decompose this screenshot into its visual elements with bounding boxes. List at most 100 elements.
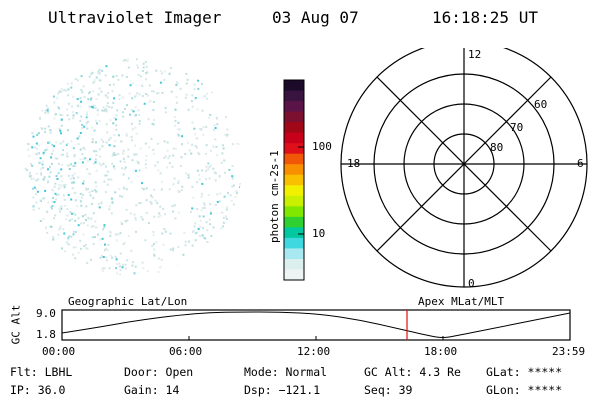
- uv-speckle: [75, 231, 77, 234]
- uv-speckle: [128, 92, 131, 95]
- uv-speckle: [141, 182, 143, 185]
- uv-speckle: [96, 113, 99, 116]
- uv-speckle: [67, 129, 70, 132]
- uv-speckle: [231, 175, 234, 178]
- uv-speckle: [101, 145, 104, 148]
- uv-speckle: [86, 160, 89, 163]
- uv-speckle: [182, 253, 185, 256]
- uv-speckle: [38, 207, 40, 210]
- uv-speckle: [112, 83, 115, 86]
- uv-speckle: [131, 264, 134, 267]
- uv-speckle: [177, 121, 180, 124]
- uv-speckle: [31, 132, 34, 135]
- uv-speckle: [28, 143, 31, 146]
- uv-speckle: [126, 259, 129, 262]
- uv-speckle: [85, 187, 88, 190]
- uv-speckle: [97, 93, 100, 96]
- uv-speckle: [97, 233, 99, 236]
- uv-speckle: [134, 219, 137, 221]
- uv-speckle: [150, 194, 153, 197]
- uv-speckle: [156, 202, 159, 205]
- uv-speckle: [138, 122, 141, 125]
- uv-speckle: [198, 153, 201, 156]
- uv-speckle: [198, 234, 201, 237]
- uv-speckle: [163, 70, 166, 73]
- uv-speckle: [135, 58, 138, 61]
- uv-speckle: [196, 108, 199, 111]
- uv-speckle: [44, 127, 47, 130]
- uv-speckle: [80, 247, 83, 250]
- uv-speckle: [76, 98, 79, 101]
- uv-speckle: [122, 263, 125, 266]
- uv-speckle: [108, 84, 111, 86]
- uv-speckle: [125, 188, 128, 191]
- uv-speckle: [125, 267, 127, 270]
- uv-speckle: [212, 226, 215, 229]
- uv-speckle: [184, 96, 187, 99]
- uv-speckle: [203, 204, 206, 207]
- uv-speckle: [133, 153, 136, 156]
- uv-speckle: [195, 137, 198, 140]
- uv-speckle: [137, 73, 140, 76]
- uv-speckle: [113, 134, 116, 136]
- uv-speckle: [105, 108, 108, 111]
- uv-speckle: [226, 135, 229, 138]
- uv-speckle: [95, 190, 98, 193]
- uv-speckle: [48, 175, 51, 178]
- uv-speckle: [122, 275, 125, 276]
- uv-speckle: [97, 72, 100, 75]
- uv-speckle: [122, 243, 125, 245]
- uv-speckle: [112, 101, 115, 104]
- colorbar-segment: [284, 101, 304, 113]
- uv-speckle: [63, 198, 66, 201]
- uv-speckle: [90, 105, 93, 108]
- uv-speckle: [219, 192, 222, 195]
- uv-speckle: [71, 181, 74, 184]
- uv-speckle: [47, 168, 49, 171]
- uv-speckle: [59, 225, 62, 228]
- uv-speckle: [35, 193, 38, 196]
- uv-speckle: [113, 152, 116, 155]
- uv-speckle: [129, 212, 132, 215]
- uv-speckle: [104, 94, 107, 97]
- uv-speckle: [57, 187, 60, 190]
- uv-speckle: [218, 176, 221, 179]
- status-ip: IP: 36.0: [10, 383, 66, 397]
- lat-label-80: 80: [490, 141, 504, 154]
- uv-speckle: [184, 240, 187, 243]
- uv-speckle: [177, 133, 180, 136]
- date-label: 03 Aug 07: [272, 8, 359, 27]
- uv-speckle: [152, 148, 155, 151]
- uv-speckle: [70, 218, 73, 221]
- uv-speckle: [100, 90, 103, 93]
- uv-speckle: [187, 108, 190, 111]
- uv-speckle: [98, 78, 101, 81]
- uv-speckle: [121, 223, 123, 225]
- uv-speckle: [100, 164, 103, 167]
- uv-speckle: [82, 215, 84, 218]
- uv-speckle: [141, 95, 144, 97]
- uv-speckle: [158, 212, 161, 215]
- uv-speckle: [178, 134, 180, 137]
- colorbar-frame: [283, 79, 305, 281]
- uv-speckle: [211, 91, 213, 94]
- uv-speckle: [159, 205, 162, 208]
- uv-speckle: [68, 168, 71, 170]
- uv-speckle: [148, 146, 151, 149]
- uv-speckle: [51, 188, 53, 191]
- polar-diagonal-2: [376, 76, 552, 252]
- uv-speckle: [57, 172, 60, 175]
- uv-speckle: [52, 189, 55, 192]
- uv-speckle: [114, 191, 117, 194]
- uv-speckle: [82, 182, 85, 185]
- uv-speckle: [41, 163, 44, 166]
- uv-speckle: [213, 171, 216, 174]
- uv-speckle: [72, 246, 75, 249]
- uv-speckle: [142, 66, 145, 69]
- uv-speckle: [184, 244, 187, 247]
- uv-speckle: [67, 164, 70, 167]
- uv-speckle: [164, 213, 167, 216]
- uv-speckle: [79, 132, 82, 134]
- uv-speckle: [115, 239, 118, 242]
- uv-speckle: [124, 166, 127, 169]
